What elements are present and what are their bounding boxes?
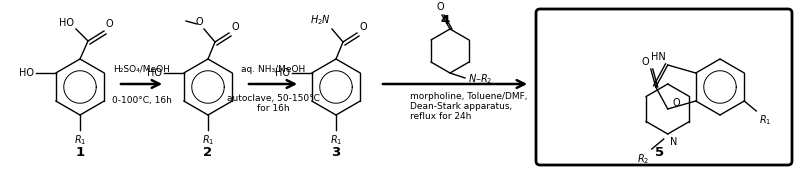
Text: O: O <box>359 22 366 32</box>
Text: 4: 4 <box>440 14 450 27</box>
Text: 3: 3 <box>331 146 341 159</box>
Text: Dean-Stark apparatus,: Dean-Stark apparatus, <box>410 102 512 111</box>
Text: 1: 1 <box>75 146 85 159</box>
Text: 0-100°C, 16h: 0-100°C, 16h <box>111 96 171 105</box>
Text: $R_1$: $R_1$ <box>330 133 342 147</box>
Text: HO: HO <box>146 68 162 78</box>
Text: O: O <box>106 19 114 29</box>
Text: reflux for 24h: reflux for 24h <box>410 112 471 121</box>
Text: O: O <box>672 98 680 108</box>
Text: aq. NH₃/MeOH: aq. NH₃/MeOH <box>241 65 305 74</box>
Text: $H_2N$: $H_2N$ <box>310 13 331 27</box>
Text: 2: 2 <box>203 146 213 159</box>
Text: morpholine, Toluene/DMF,: morpholine, Toluene/DMF, <box>410 92 527 101</box>
Text: H₂SO₄/MeOH: H₂SO₄/MeOH <box>113 65 170 74</box>
Text: HN: HN <box>651 52 666 62</box>
Text: HO: HO <box>59 18 74 28</box>
Text: $R_2$: $R_2$ <box>638 152 650 166</box>
FancyBboxPatch shape <box>536 9 792 165</box>
Text: autoclave, 50-150°C: autoclave, 50-150°C <box>226 94 319 103</box>
Text: $R_1$: $R_1$ <box>74 133 86 147</box>
Text: $R_1$: $R_1$ <box>202 133 214 147</box>
Text: O: O <box>231 22 238 32</box>
Text: for 16h: for 16h <box>257 104 290 113</box>
Text: HO: HO <box>274 68 290 78</box>
Text: $N–R_2$: $N–R_2$ <box>468 72 493 86</box>
Text: HO: HO <box>18 68 34 78</box>
Text: O: O <box>195 17 203 27</box>
Text: 5: 5 <box>655 146 665 159</box>
Text: N: N <box>670 137 677 147</box>
Text: O: O <box>641 57 649 67</box>
Text: O: O <box>436 2 444 12</box>
Text: $R_1$: $R_1$ <box>759 113 772 127</box>
